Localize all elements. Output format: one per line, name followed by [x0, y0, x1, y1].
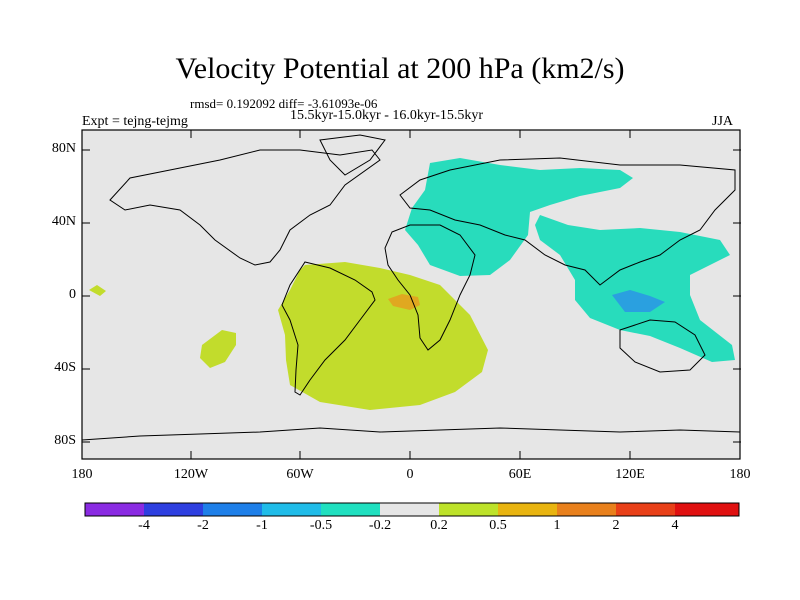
region-positive-south-atlantic	[278, 262, 488, 410]
colorbar-swatch-4	[262, 503, 321, 516]
colorbar-label: -2	[197, 518, 209, 533]
subtitle-stats: rmsd= 0.192092 diff= -3.61093e-06	[190, 96, 378, 111]
colorbar-label: -4	[138, 518, 150, 533]
colorbar-swatch-6	[380, 503, 439, 516]
colorbar-swatch-3	[203, 503, 262, 516]
region-negative-mid	[612, 290, 665, 312]
lon-label-120w: 120W	[173, 467, 209, 482]
lat-label-80n: 80N	[51, 141, 76, 156]
coast-north-america	[109, 149, 381, 266]
coast-australia	[619, 319, 706, 373]
colorbar-label: 2	[612, 518, 620, 533]
lon-label-60e: 60E	[508, 467, 532, 482]
coast-greenland	[319, 134, 386, 176]
region-negative-eurasia	[405, 158, 633, 276]
map-frame	[81, 129, 741, 460]
colorbar-swatch-11	[675, 503, 739, 516]
experiment-label: Expt = tejng-tejmg	[82, 114, 188, 129]
lon-label-0: 0	[406, 467, 414, 482]
region-positive-east-pacific	[200, 330, 236, 368]
coastlines	[81, 134, 741, 441]
colorbar-swatch-7	[439, 503, 498, 516]
subtitle-period: 15.5kyr-15.0kyr - 16.0kyr-15.5kyr	[290, 108, 484, 123]
coast-eurasia	[399, 157, 736, 286]
colorbar-swatch-9	[557, 503, 616, 516]
lat-label-40n: 40N	[51, 214, 76, 229]
lon-label-180e: 180	[729, 467, 751, 482]
chart-title: Velocity Potential at 200 hPa (km2/s)	[175, 52, 625, 85]
lon-label-180w: 180	[71, 467, 93, 482]
lat-label-40s: 40S	[54, 360, 76, 375]
lat-label-80s: 80S	[54, 433, 76, 448]
colorbar-label: -0.2	[368, 518, 392, 533]
colorbar-label: 0.2	[430, 518, 448, 533]
colorbar-swatch-10	[616, 503, 675, 516]
region-positive-small	[89, 285, 106, 296]
colorbar-swatch-8	[498, 503, 557, 516]
coast-south-america	[281, 261, 376, 396]
colorbar	[84, 502, 740, 517]
colorbar-swatch-2	[144, 503, 203, 516]
colorbar-frame	[84, 502, 740, 517]
colorbar-label: 4	[671, 518, 679, 533]
colorbar-label: -0.5	[309, 518, 333, 533]
lon-label-120e: 120E	[615, 467, 645, 482]
region-negative-indo-pacific	[535, 215, 735, 362]
region-positive-mid	[388, 294, 420, 310]
colorbar-label: 0.5	[489, 518, 507, 533]
lat-label-0: 0	[69, 287, 76, 302]
coast-africa	[384, 224, 476, 351]
season-label: JJA	[712, 114, 734, 129]
colorbar-label: 1	[553, 518, 561, 533]
axis-ticks	[82, 130, 741, 459]
colorbar-swatch-5	[321, 503, 380, 516]
lon-label-60w: 60W	[286, 467, 314, 482]
coast-antarctica	[81, 427, 741, 441]
colorbar-swatch-1	[85, 503, 144, 516]
colorbar-label: -1	[256, 518, 268, 533]
